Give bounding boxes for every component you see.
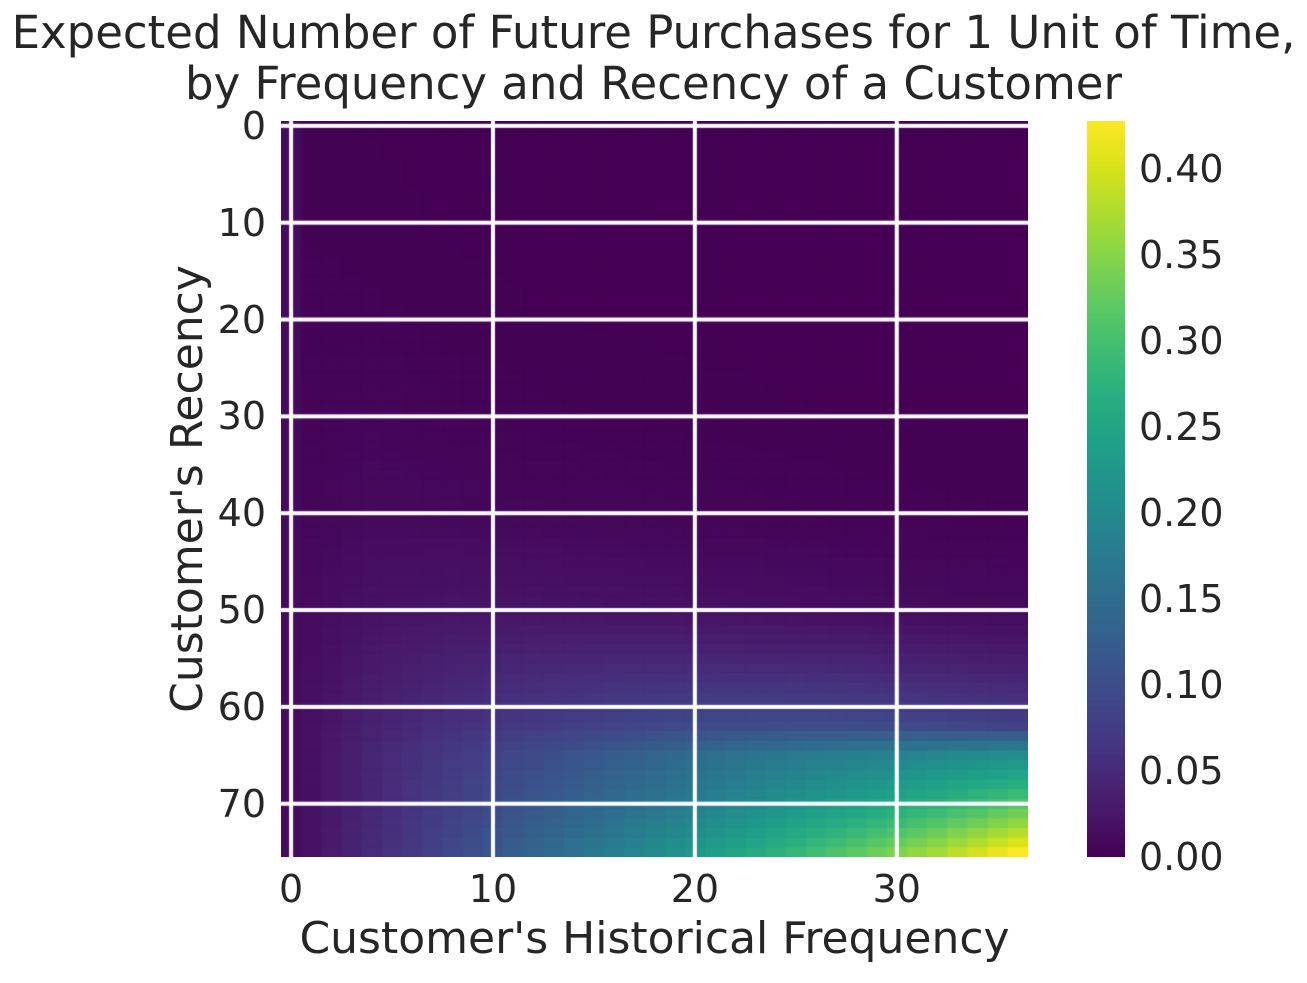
- x-tick-label: 0: [279, 867, 304, 911]
- y-tick-label: 20: [217, 297, 266, 342]
- colorbar-tick-label: 0.05: [1139, 749, 1224, 794]
- chart-title-line-1: Expected Number of Future Purchases for …: [11, 6, 1296, 59]
- colorbar-tick-label: 0.35: [1139, 233, 1224, 278]
- colorbar: [1087, 121, 1125, 857]
- y-tick-label: 0: [241, 103, 266, 148]
- y-tick-label: 60: [217, 684, 266, 729]
- y-axis-label: Customer's Recency: [162, 265, 213, 713]
- x-tick-label: 20: [670, 867, 720, 911]
- y-tick-label: 40: [217, 491, 266, 536]
- x-tick-label: 30: [872, 867, 921, 911]
- y-tick-label: 70: [217, 781, 266, 826]
- colorbar-tick-label: 0.15: [1139, 577, 1224, 622]
- chart-title-line-2: by Frequency and Recency of a Customer: [185, 57, 1122, 110]
- colorbar-tick-label: 0.20: [1139, 491, 1224, 536]
- y-tick-label: 30: [217, 394, 266, 439]
- x-tick-label: 10: [468, 867, 518, 911]
- y-tick-label: 10: [217, 200, 266, 245]
- y-tick-label: 50: [217, 588, 266, 633]
- colorbar-tick-label: 0.30: [1139, 319, 1224, 364]
- colorbar-tick-label: 0.40: [1139, 147, 1224, 192]
- heatmap-plot-area: [281, 121, 1028, 857]
- colorbar-tick-label: 0.00: [1139, 835, 1224, 879]
- colorbar-tick-label: 0.10: [1139, 663, 1224, 708]
- chart-title: Expected Number of Future Purchases for …: [0, 7, 1307, 109]
- x-axis-label: Customer's Historical Frequency: [299, 913, 1010, 964]
- colorbar-tick-label: 0.25: [1139, 405, 1224, 450]
